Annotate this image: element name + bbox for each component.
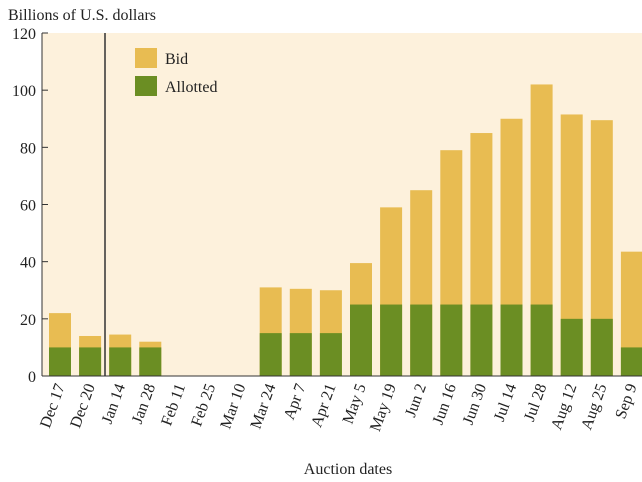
legend-swatch	[135, 76, 157, 96]
bar	[259, 333, 282, 376]
y-tick-label: 0	[28, 369, 36, 386]
x-tick-label: Dec 17	[37, 382, 69, 431]
y-tick-label: 20	[20, 312, 36, 329]
bar	[79, 347, 102, 376]
bar	[49, 347, 71, 376]
x-tick-label: May 19	[367, 382, 400, 434]
x-tick-label: May 5	[340, 382, 370, 427]
bar	[530, 84, 553, 376]
bar	[590, 318, 613, 376]
bar	[380, 304, 403, 376]
y-tick-label: 100	[12, 83, 36, 100]
bar	[139, 347, 162, 376]
bar	[109, 347, 132, 376]
legend-label: Allotted	[165, 79, 217, 96]
bar	[560, 318, 583, 376]
x-tick-label: Aug 12	[548, 382, 580, 433]
x-tick-label: Jun 2	[402, 382, 430, 420]
x-tick-label: Mar 10	[217, 382, 249, 432]
x-tick-label: Apr 21	[308, 382, 339, 430]
y-tick-label: 80	[20, 140, 36, 157]
y-axis-title: Billions of U.S. dollars	[8, 7, 156, 24]
legend-label: Bid	[165, 51, 188, 68]
bar	[440, 304, 463, 376]
x-tick-label: Jul 14	[491, 382, 520, 424]
bar	[289, 333, 312, 376]
bar	[350, 304, 372, 376]
x-tick-label: Apr 7	[281, 382, 310, 422]
legend-swatch	[135, 48, 157, 68]
x-tick-label: Dec 20	[67, 382, 99, 431]
bar	[620, 347, 642, 376]
x-tick-label: Jun 16	[430, 382, 460, 428]
y-tick-label: 60	[20, 198, 36, 215]
bar	[620, 251, 642, 376]
bar	[500, 304, 523, 376]
bar	[470, 304, 493, 376]
x-tick-label: Jul 28	[521, 382, 550, 424]
x-tick-label: Feb 25	[188, 382, 219, 429]
bar	[560, 114, 583, 377]
x-tick-label: Jan 28	[129, 382, 159, 427]
x-tick-label: Jan 14	[99, 382, 129, 427]
x-axis-title: Auction dates	[304, 461, 392, 478]
bar	[319, 333, 342, 376]
x-tick-label: Sep 9	[612, 382, 640, 422]
bar	[530, 304, 553, 376]
x-tick-label: Jun 30	[460, 382, 490, 428]
x-tick-label: Aug 25	[578, 382, 610, 433]
y-tick-label: 120	[12, 26, 36, 43]
y-tick-label: 40	[20, 255, 36, 272]
bar	[590, 120, 613, 376]
bar	[410, 304, 433, 376]
x-tick-label: Feb 11	[158, 382, 189, 429]
x-tick-label: Mar 24	[248, 382, 280, 432]
